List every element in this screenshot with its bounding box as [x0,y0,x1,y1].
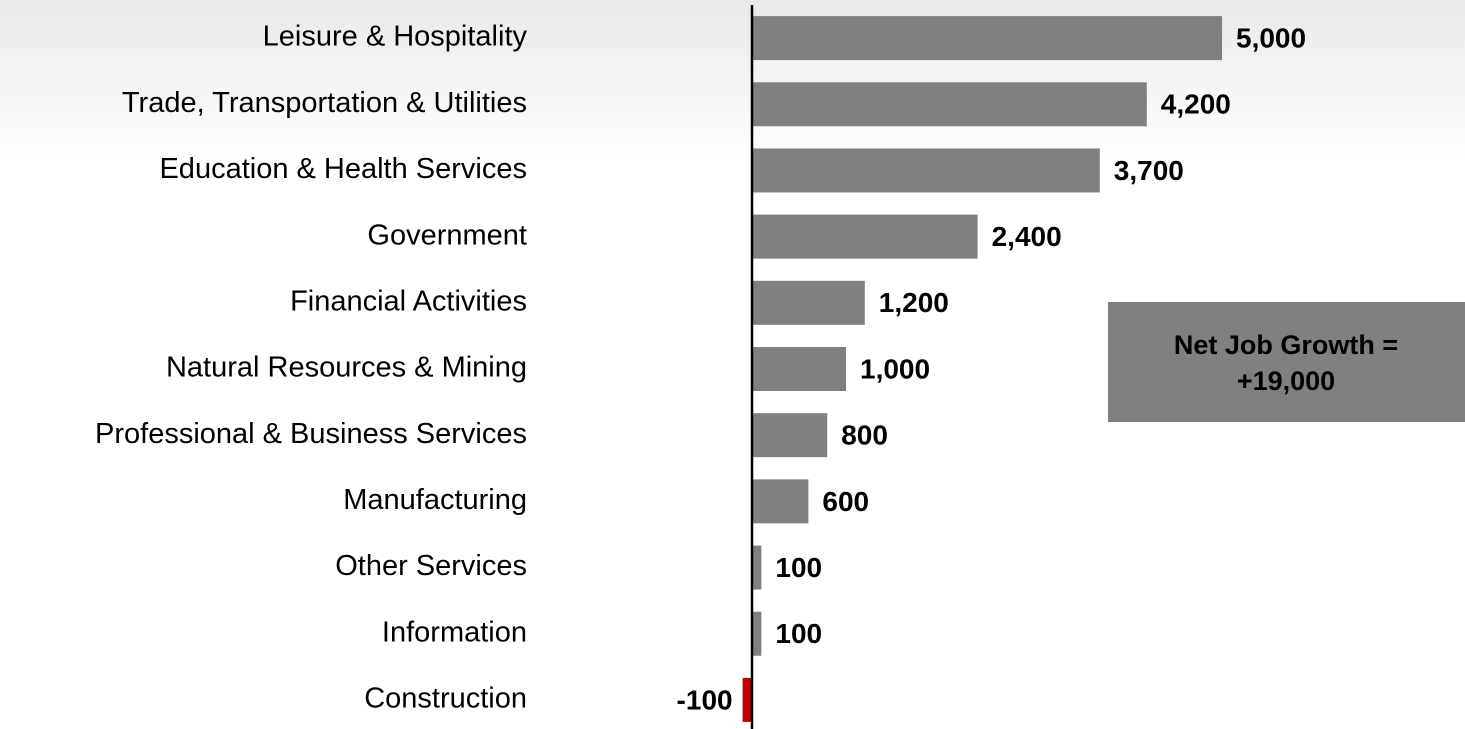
value-label: 1,000 [860,353,930,384]
value-label: 600 [822,486,869,517]
value-label: 800 [841,420,888,451]
bar [752,413,828,458]
bar [752,214,978,259]
annotation-text: Net Job Growth = [1174,330,1398,360]
category-label: Education & Health Services [159,153,527,185]
value-label: 100 [775,618,822,649]
value-label: 3,700 [1114,155,1184,186]
category-label: Financial Activities [290,285,527,317]
value-label: 2,400 [992,221,1062,252]
bar [752,545,762,590]
category-label: Government [367,219,527,251]
annotation-text: +19,000 [1237,366,1335,396]
category-label: Other Services [335,550,527,582]
bar [752,82,1147,127]
category-label: Leisure & Hospitality [263,21,528,53]
category-label: Construction [364,683,527,715]
value-label: 1,200 [879,287,949,318]
category-label: Information [382,616,527,648]
category-label: Trade, Transportation & Utilities [122,87,527,119]
category-label: Natural Resources & Mining [166,352,527,384]
bar [752,611,762,656]
category-label: Professional & Business Services [95,418,527,450]
bar [752,280,865,325]
annotation-box [1108,302,1465,422]
value-label: 4,200 [1161,89,1231,120]
bar [742,677,752,722]
value-label: -100 [677,684,733,715]
category-label: Manufacturing [343,484,527,516]
bar [752,347,846,391]
bar [752,16,1222,61]
bar [752,479,809,524]
bar [752,148,1100,193]
value-label: 100 [775,552,822,583]
value-label: 5,000 [1236,22,1306,53]
